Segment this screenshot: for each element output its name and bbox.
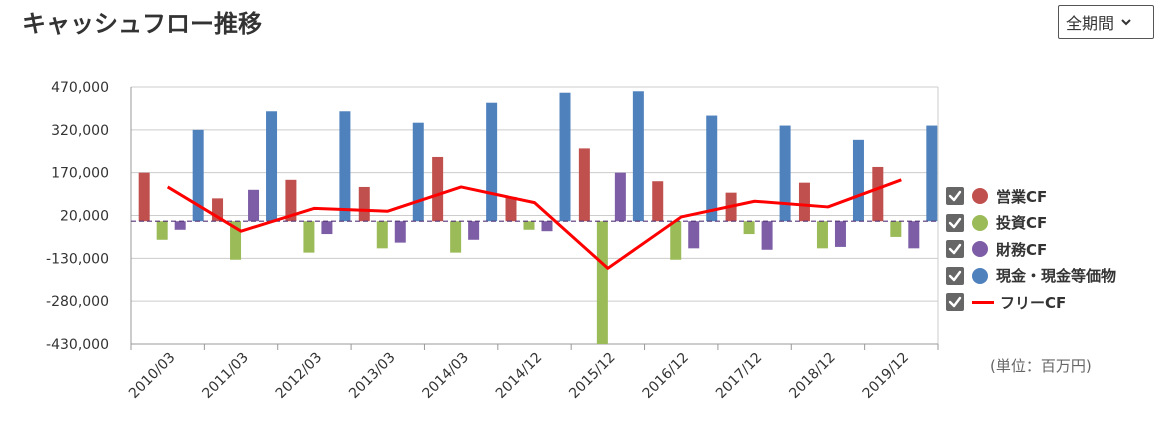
legend-item-free[interactable]: フリーCF [946,289,1116,316]
bar-financing [908,221,920,249]
x-tick-label: 2012/03 [273,350,325,402]
bar-investing [376,221,388,249]
bar-investing [743,221,755,235]
legend-item-operating[interactable]: 営業CF [946,183,1116,210]
bar-cash [559,92,571,222]
legend-checkbox[interactable] [946,240,964,259]
legend-dot-marker [972,214,988,231]
checkmark-icon [948,244,962,255]
page-title: キャッシュフロー推移 [22,10,262,38]
y-tick-label: -280,000 [46,294,109,310]
unit-label: (単位：百万円) [990,357,1092,375]
bar-investing [816,221,828,249]
legend-checkbox[interactable] [946,266,964,285]
bar-financing [614,172,626,222]
bar-financing [321,221,333,235]
free-cf-line [166,178,902,270]
bar-cash [852,139,864,222]
chevron-down-icon [1121,19,1131,26]
checkmark-icon [948,191,962,202]
bar-cash [706,115,718,222]
bar-financing [688,221,700,249]
y-tick-label: -130,000 [46,251,109,267]
legend-label: 営業CF [996,187,1048,206]
bar-operating [358,186,370,222]
period-select-value: 全期間 [1066,14,1115,33]
legend-item-investing[interactable]: 投資CF [946,210,1116,237]
bar-financing [174,221,186,230]
bar-cash [412,122,424,222]
legend-line-marker [972,300,994,304]
legend-checkbox[interactable] [946,213,964,232]
bar-investing [450,221,462,253]
y-tick-label: 20,000 [60,209,109,225]
bar-operating [505,196,517,222]
x-tick-label: 2011/03 [199,350,251,402]
bar-operating [652,181,664,222]
chart-legend: 営業CF 投資CF 財務CF 現金・現金等価物フリーCF [946,183,1116,316]
bar-operating [285,179,297,222]
y-tick-label: 470,000 [51,80,109,96]
bar-financing [468,221,480,240]
legend-label: 現金・現金等価物 [996,267,1117,286]
checkmark-icon [948,217,962,228]
bar-investing [523,221,535,230]
bar-operating [798,182,810,222]
y-tick-label: 170,000 [51,166,109,182]
bar-investing [303,221,315,253]
bar-operating [872,166,884,222]
period-select[interactable]: 全期間 [1058,5,1154,39]
x-tick-label: 2019/12 [860,350,912,402]
legend-label: フリーCF [1000,293,1067,312]
bar-operating [578,148,590,222]
y-tick-label: 320,000 [51,123,109,139]
x-tick-label: 2018/12 [786,350,838,402]
legend-dot-marker [972,267,988,284]
bar-financing [248,189,260,222]
x-tick-label: 2017/12 [713,350,765,402]
bar-operating [138,172,150,222]
x-tick-label: 2014/12 [493,350,545,402]
bar-investing [890,221,902,237]
legend-checkbox[interactable] [946,293,964,312]
legend-label: 財務CF [996,240,1048,259]
legend-item-financing[interactable]: 財務CF [946,236,1116,263]
bar-cash [486,102,498,222]
x-tick-label: 2014/03 [420,350,472,402]
x-tick-label: 2015/12 [566,350,618,402]
x-tick-label: 2016/12 [640,350,692,402]
legend-item-cash[interactable]: 現金・現金等価物 [946,263,1116,290]
legend-dot-marker [972,241,988,258]
bar-financing [761,221,773,250]
bar-investing [670,221,682,260]
bar-cash [266,111,278,222]
y-tick-label: -430,000 [46,337,109,353]
legend-label: 投資CF [996,214,1048,233]
bar-cash [339,111,351,222]
bar-cash [192,129,204,222]
x-tick-label: 2010/03 [126,350,178,402]
legend-dot-marker [972,188,988,205]
bar-financing [834,221,846,247]
bar-cash [632,91,644,222]
bar-cash [926,125,938,222]
checkmark-icon [948,297,962,308]
bar-investing [156,221,168,240]
bar-investing [596,221,608,344]
x-tick-label: 2013/03 [346,350,398,402]
bar-financing [394,221,406,243]
bar-financing [541,221,553,232]
bar-investing [230,221,242,260]
bar-operating [212,198,224,222]
bar-cash [779,125,791,222]
checkmark-icon [948,270,962,281]
legend-checkbox[interactable] [946,187,964,206]
bar-operating [432,156,444,222]
